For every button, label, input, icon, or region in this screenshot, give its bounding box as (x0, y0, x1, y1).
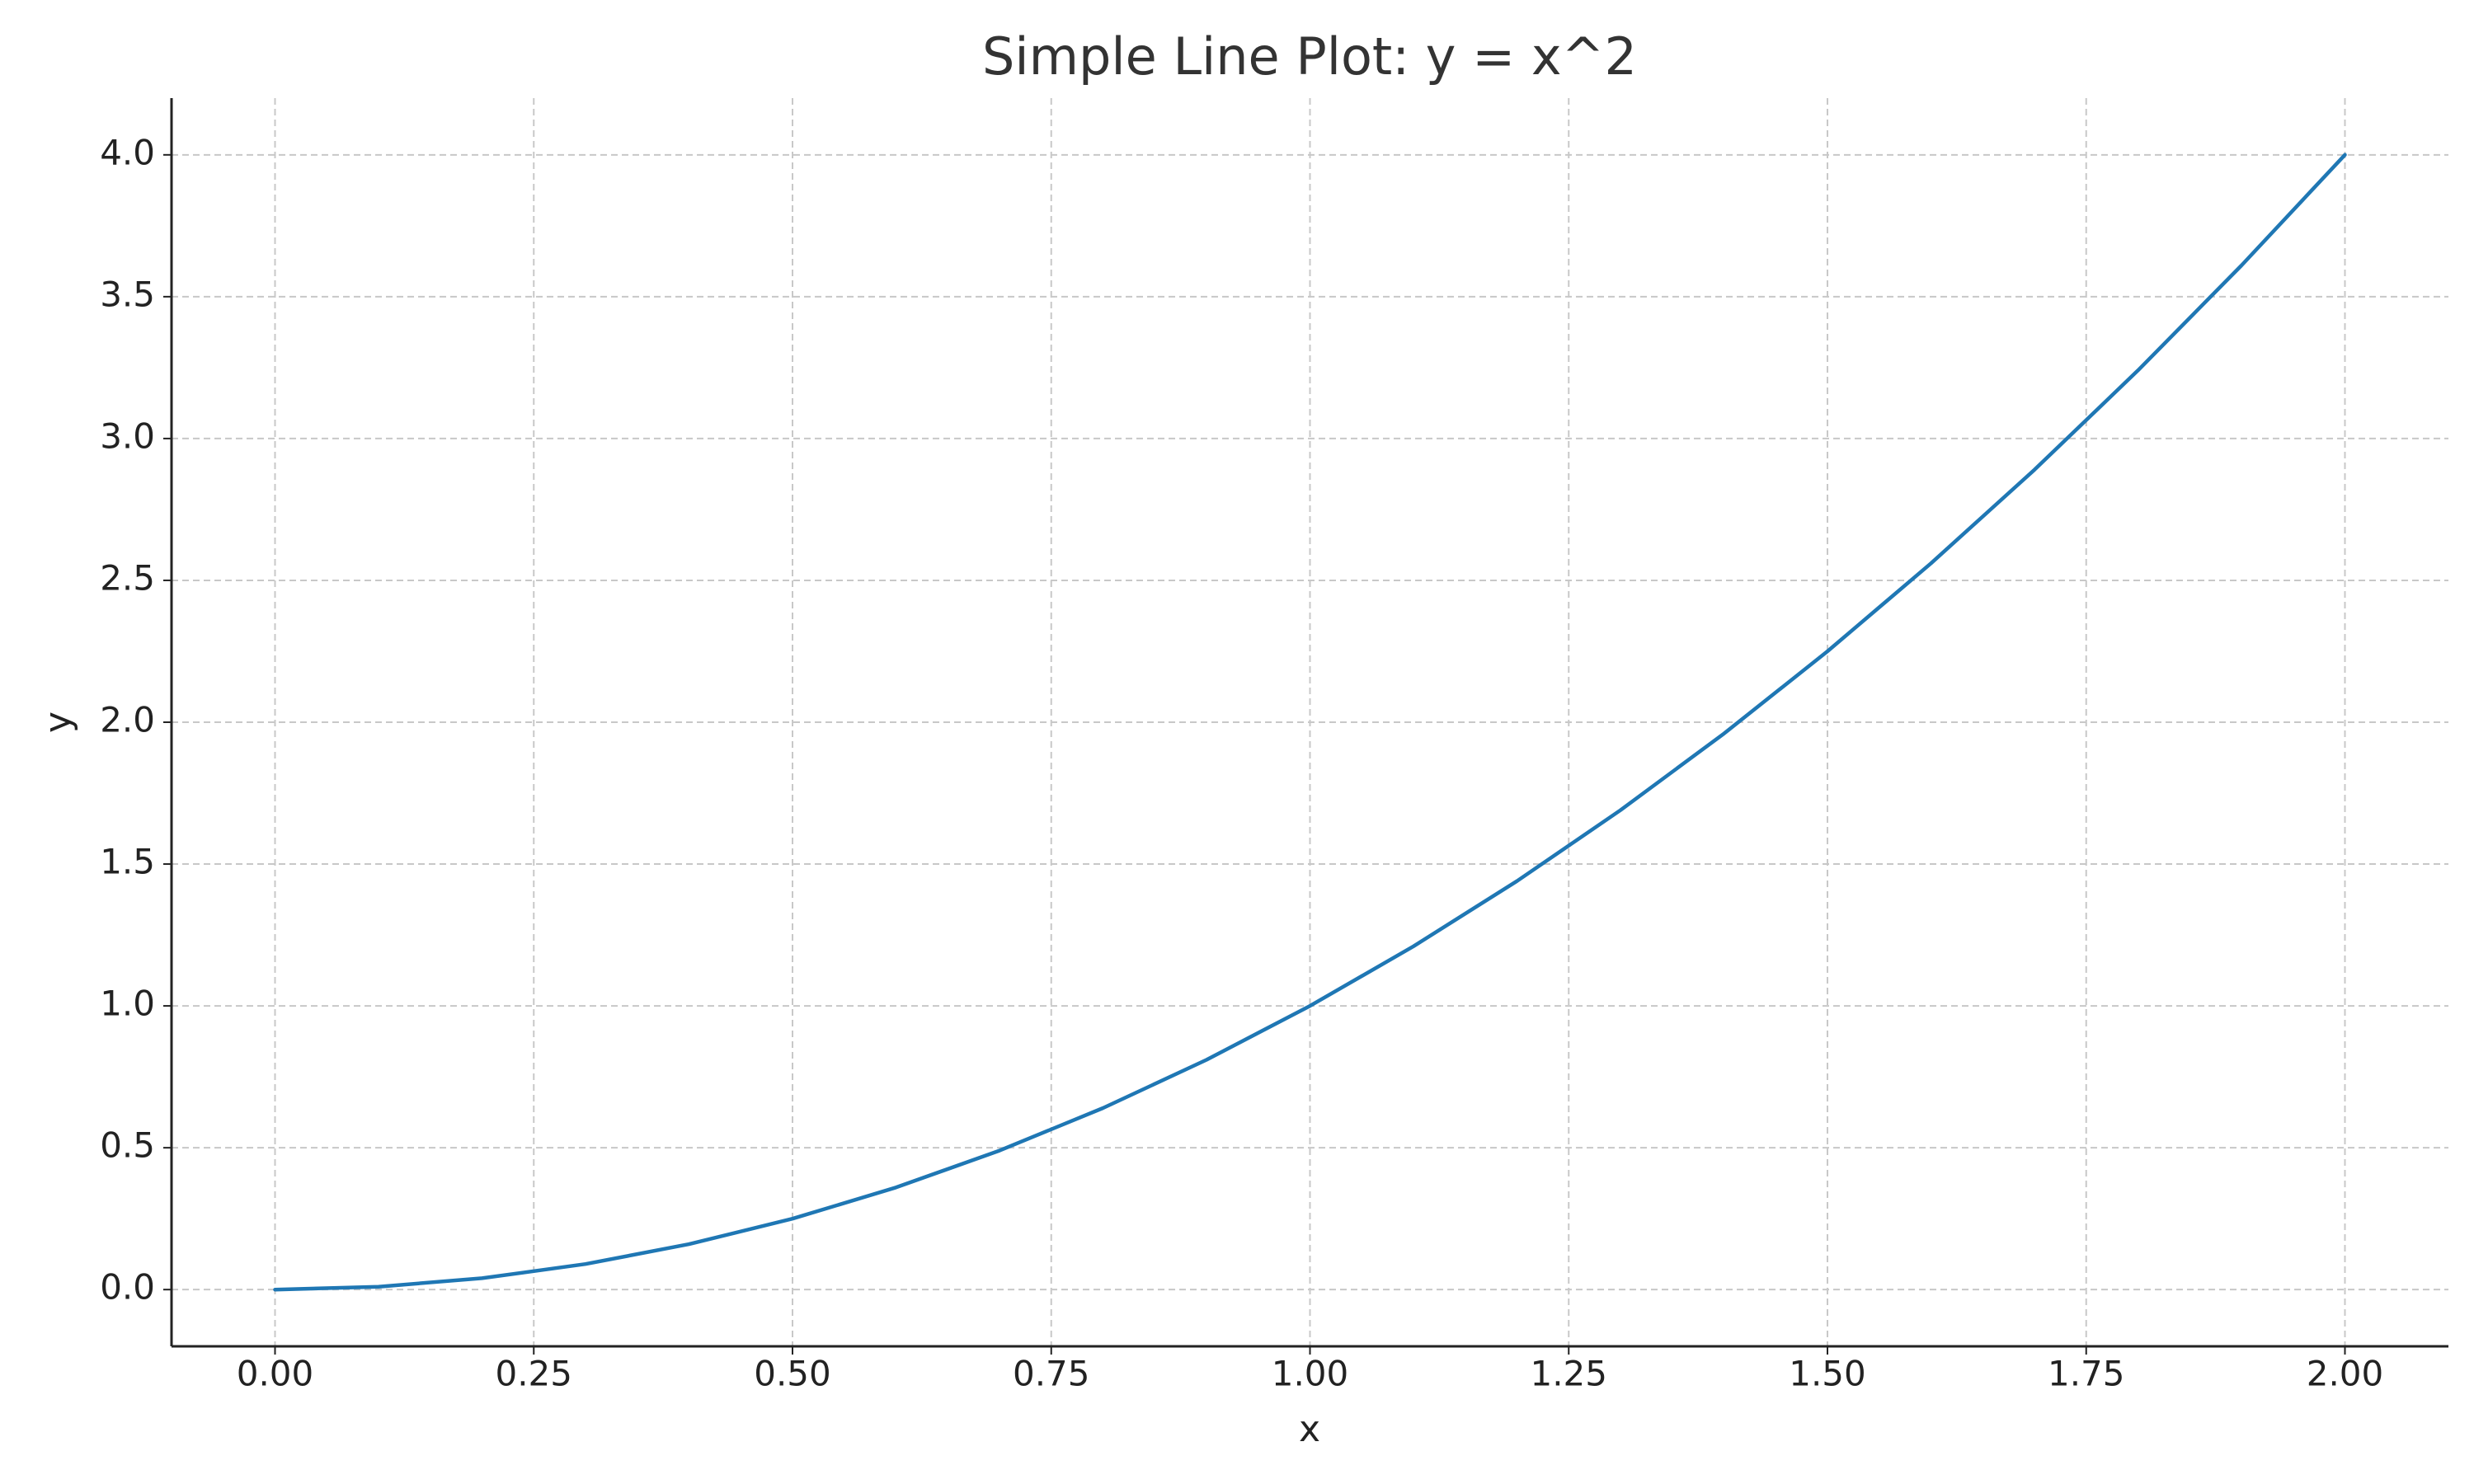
y-tick-label: 1.0 (100, 984, 155, 1024)
y-tick-label: 3.5 (100, 274, 155, 314)
y-axis-label: y (37, 711, 79, 733)
data-line (273, 153, 2347, 1292)
x-tick-label: 1.25 (1530, 1354, 1607, 1394)
x-tick-label: 0.25 (495, 1354, 572, 1394)
x-tick-label: 0.00 (237, 1354, 314, 1394)
y-tick-label: 2.0 (100, 700, 155, 740)
y-tick-label: 4.0 (100, 132, 155, 172)
x-tick-label: 2.00 (2307, 1354, 2384, 1394)
x-tick-label: 1.75 (2048, 1354, 2125, 1394)
y-tick-label: 0.5 (100, 1125, 155, 1166)
x-tick-label: 1.00 (1272, 1354, 1349, 1394)
x-tick-label: 1.50 (1789, 1354, 1866, 1394)
y-tick-label: 0.0 (100, 1267, 155, 1308)
x-tick-label: 0.50 (754, 1354, 831, 1394)
y-tick-label: 1.5 (100, 842, 155, 882)
chart-title: Simple Line Plot: y = x^2 (982, 26, 1637, 87)
x-axis-label: x (1299, 1408, 1320, 1450)
y-tick-label: 3.0 (100, 416, 155, 456)
x-tick-label: 0.75 (1013, 1354, 1090, 1394)
y-tick-label: 2.5 (100, 557, 155, 598)
